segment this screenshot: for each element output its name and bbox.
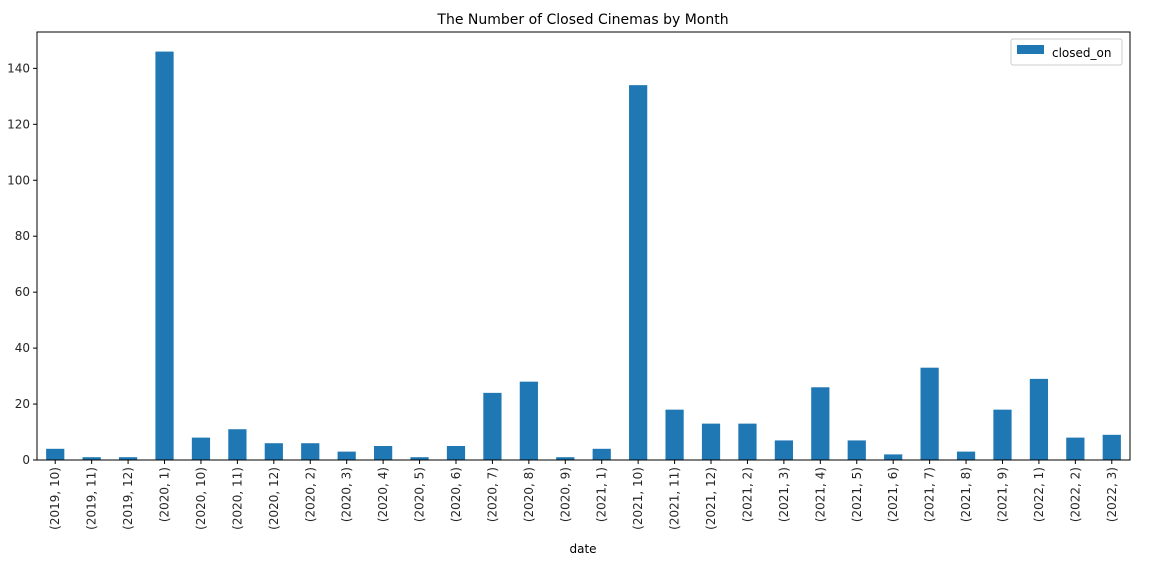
y-tick-label: 100 bbox=[7, 173, 30, 187]
x-tick-label: (2021, 7) bbox=[923, 467, 937, 522]
bar bbox=[519, 381, 538, 460]
y-tick-label: 0 bbox=[22, 453, 30, 467]
x-tick-label: (2020, 4) bbox=[376, 467, 390, 522]
x-tick-label: (2021, 6) bbox=[886, 467, 900, 522]
x-tick-label: (2021, 8) bbox=[959, 467, 973, 522]
bar bbox=[1029, 378, 1049, 460]
bar bbox=[920, 367, 939, 460]
bar bbox=[337, 451, 356, 460]
bar bbox=[1066, 437, 1085, 460]
bar bbox=[191, 437, 211, 460]
x-tick-label: (2021, 10) bbox=[631, 467, 645, 530]
x-tick-label: (2021, 12) bbox=[704, 467, 718, 530]
x-tick-label: (2019, 11) bbox=[85, 467, 99, 530]
bar bbox=[374, 446, 393, 460]
bar bbox=[774, 440, 793, 460]
bar bbox=[118, 457, 138, 460]
chart-title: The Number of Closed Cinemas by Month bbox=[436, 12, 728, 28]
x-tick-label: (2022, 1) bbox=[1032, 467, 1046, 522]
y-tick-label: 140 bbox=[7, 61, 30, 75]
bar bbox=[155, 51, 174, 460]
bar bbox=[884, 454, 903, 460]
bar bbox=[701, 423, 721, 460]
x-tick-label: (2020, 1) bbox=[158, 467, 172, 522]
x-tick-label: (2020, 2) bbox=[303, 467, 317, 522]
x-tick-label: (2021, 2) bbox=[740, 467, 754, 522]
bar bbox=[446, 446, 466, 460]
x-tick-label: (2020, 8) bbox=[522, 467, 536, 522]
x-tick-label: (2019, 10) bbox=[48, 467, 62, 530]
bar bbox=[410, 457, 429, 460]
bar bbox=[556, 457, 575, 460]
legend-label: closed_on bbox=[1052, 46, 1111, 60]
bar bbox=[301, 443, 320, 460]
y-tick-label: 20 bbox=[15, 397, 30, 411]
x-tick-label: (2021, 5) bbox=[850, 467, 864, 522]
x-tick-label: (2021, 1) bbox=[595, 467, 609, 522]
axes-frame bbox=[36, 31, 1131, 461]
y-tick-label: 120 bbox=[7, 117, 30, 131]
x-tick-label: (2020, 3) bbox=[340, 467, 354, 522]
x-tick-label: (2019, 12) bbox=[121, 467, 135, 530]
x-tick-label: (2020, 7) bbox=[485, 467, 499, 522]
x-tick-label: (2020, 6) bbox=[449, 467, 463, 522]
bar bbox=[46, 448, 65, 460]
x-tick-label: (2020, 12) bbox=[267, 467, 281, 530]
bar bbox=[228, 429, 247, 460]
x-tick-label: (2022, 2) bbox=[1068, 467, 1082, 522]
bar bbox=[993, 409, 1012, 460]
bar bbox=[82, 457, 101, 460]
bar bbox=[738, 423, 757, 460]
legend-swatch bbox=[1017, 45, 1044, 54]
legend: closed_on bbox=[1010, 38, 1123, 66]
bar bbox=[483, 392, 502, 460]
plot-area: 0 20 40 60 80 100 120 140 (2019, 10) (2019, 11) (2… bbox=[7, 31, 1131, 530]
x-tick-label: (2020, 9) bbox=[558, 467, 572, 522]
x-tick-label: (2020, 5) bbox=[413, 467, 427, 522]
x-tick-label: (2021, 3) bbox=[777, 467, 791, 522]
y-tick-label: 40 bbox=[15, 341, 30, 355]
x-tick-label: (2020, 11) bbox=[230, 467, 244, 530]
bar bbox=[592, 448, 611, 460]
bar bbox=[665, 409, 684, 460]
bar bbox=[956, 451, 976, 460]
x-tick-label: (2020, 10) bbox=[194, 467, 208, 530]
x-tick-label: (2021, 9) bbox=[995, 467, 1009, 522]
bar bbox=[811, 387, 830, 460]
y-tick-label: 80 bbox=[15, 229, 30, 243]
x-axis-label: date bbox=[569, 542, 596, 556]
bar bbox=[847, 440, 866, 460]
bar bbox=[629, 85, 648, 461]
x-tick-label: (2021, 11) bbox=[668, 467, 682, 530]
y-tick-label: 60 bbox=[15, 285, 30, 299]
bar bbox=[1102, 434, 1121, 460]
bar bbox=[264, 443, 283, 460]
x-tick-label: (2021, 4) bbox=[813, 467, 827, 522]
x-tick-label: (2022, 3) bbox=[1105, 467, 1119, 522]
